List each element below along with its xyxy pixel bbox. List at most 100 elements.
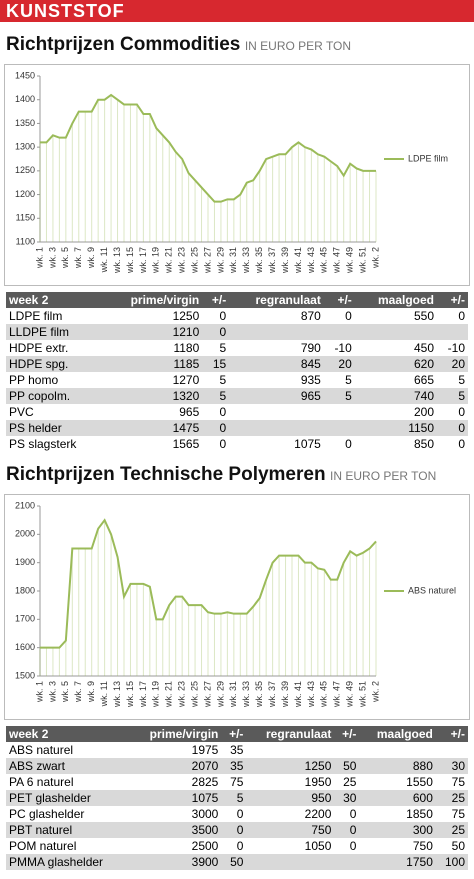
table-row: PMMA glashelder 3900 50 1750 100 (6, 854, 468, 870)
table-cell: 30 (334, 790, 360, 806)
table-cell: 0 (458, 309, 465, 323)
chart-frame (4, 494, 470, 720)
header-cell: maalgoed (354, 292, 437, 308)
x-tick-label: wk. 29 (215, 681, 225, 708)
table-cell (334, 854, 360, 870)
x-tick-label: wk. 7 (73, 247, 83, 269)
table-cell: PP homo (9, 373, 59, 387)
x-tick-label: wk. 51 (357, 681, 367, 708)
x-tick-label: wk. 9 (86, 247, 96, 269)
table-cell: 0 (202, 420, 230, 436)
table-cell: 15 (202, 356, 230, 372)
table-row: PBT naturel 3500 0 750 0 300 25 (6, 822, 468, 838)
series-line (40, 518, 377, 649)
table-cell: 1270 (172, 373, 200, 387)
price-table: week 2 prime/virgin +/- regranulaat +/- maalg… (6, 726, 468, 870)
header-cell: prime/virgin (129, 726, 222, 742)
table-cell: 75 (451, 807, 465, 821)
x-tick-label: wk. 35 (254, 681, 264, 708)
table-cell: 1180 (173, 341, 200, 355)
x-tick-label: wk. 2 (370, 681, 380, 703)
table-cell (323, 324, 355, 340)
table-cell: 5 (221, 790, 247, 806)
table-cell: 1475 (103, 420, 203, 436)
y-tick-label: 1350 (15, 118, 35, 128)
table-row: HDPE extr. 1180 5 790 -10 450 -10 (6, 340, 468, 356)
x-tick-label: wk. 27 (202, 247, 212, 274)
table-row: PS helder 1475 0 1150 0 (6, 420, 468, 436)
table-cell: 25 (343, 775, 357, 789)
table-cell: 1210 (103, 324, 203, 340)
table-cell: 5 (219, 373, 227, 387)
x-tick-label: wk. 45 (319, 681, 329, 708)
table-cell: 935 (300, 373, 321, 387)
header-cell: +/- (437, 292, 468, 308)
header-cell: +/- (202, 292, 230, 308)
table-cell (437, 324, 468, 340)
table-cell: 2500 (191, 839, 219, 853)
table-row: PP homo 1270 5 935 5 665 5 (6, 372, 468, 388)
header-cell: +/- (435, 726, 468, 742)
y-tick-label: 1150 (16, 213, 35, 223)
sections: Richtprijzen Commodities IN EURO PER TON… (0, 34, 474, 870)
table-cell: HDPE extr. (9, 341, 69, 355)
table-row: PP copolm. 1320 5 965 5 740 5 (6, 388, 468, 404)
table-cell (436, 742, 468, 758)
x-tick-label: wk. 3 (47, 247, 57, 269)
table-cell (229, 324, 324, 340)
x-tick-label: wk. 49 (345, 681, 355, 708)
header-cell: prime/virgin (103, 292, 203, 308)
table-cell: PVC (9, 405, 34, 419)
table-cell: 50 (221, 854, 247, 870)
table-row: POM naturel 2500 0 1050 0 750 50 (6, 838, 468, 854)
y-tick-label: 1600 (15, 642, 35, 652)
table-cell: 870 (300, 309, 321, 323)
header-cell: +/- (221, 726, 247, 742)
table-cell (354, 324, 437, 340)
table-cell: 0 (219, 405, 227, 419)
table-row: ABS zwart 2070 35 1250 50 880 30 (6, 758, 468, 774)
x-tick-label: wk. 41 (293, 247, 303, 274)
table-cell: 665 (413, 373, 434, 387)
y-tick-label: 1300 (15, 142, 35, 152)
x-tick-label: wk. 1 (34, 681, 44, 703)
table-cell: -10 (447, 341, 465, 355)
y-tick-label: 1900 (15, 557, 35, 567)
x-tick-label: wk. 21 (164, 247, 174, 274)
table-cell: 950 (246, 790, 335, 806)
table-cell: 1565 (172, 437, 200, 451)
table-row: PET glashelder 1075 5 950 30 600 25 (6, 790, 468, 806)
x-tick-label: wk. 19 (151, 247, 161, 274)
x-tick-label: wk. 39 (280, 681, 290, 708)
y-tick-label: 1250 (15, 165, 35, 175)
table-cell: 1250 (172, 309, 200, 323)
table-row: LLDPE film 1210 0 (6, 324, 468, 340)
table-cell: PP copolm. (6, 388, 104, 404)
table-cell: 5 (345, 373, 352, 387)
table-cell: 25 (435, 822, 468, 838)
table-cell (246, 742, 334, 758)
table-cell: LLDPE film (6, 324, 104, 340)
table-cell: 1320 (103, 388, 203, 404)
table-cell: 1950 (304, 775, 332, 789)
header-cell: +/- (334, 726, 360, 742)
x-tick-label: wk. 13 (112, 681, 122, 708)
x-tick-label: wk. 37 (267, 247, 277, 274)
title-unit: IN EURO PER TON (330, 469, 437, 483)
table-cell (324, 404, 355, 420)
x-tick-label: wk. 43 (306, 681, 316, 708)
x-tick-label: wk. 25 (189, 247, 199, 274)
table-row: HDPE spg. 1185 15 845 20 620 20 (6, 356, 468, 372)
table-cell: 750 (412, 839, 433, 853)
table-cell: -10 (334, 341, 352, 355)
x-tick-label: wk. 9 (86, 681, 96, 703)
table-cell: 3000 (191, 807, 219, 821)
x-tick-label: wk. 43 (306, 247, 316, 274)
table-cell: 5 (458, 373, 465, 387)
y-tick-label: 1200 (15, 189, 35, 199)
table-cell: 1975 (191, 743, 219, 757)
y-tick-label: 1450 (15, 70, 35, 80)
section-title: Richtprijzen Technische Polymeren IN EUR… (6, 464, 474, 488)
table-cell: 1550 (406, 775, 433, 789)
